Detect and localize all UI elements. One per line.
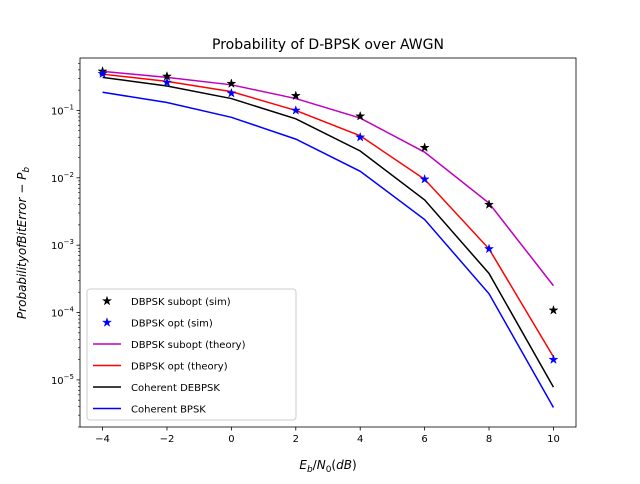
legend-frame	[86, 288, 297, 421]
legend-label: DBPSK subopt (theory)	[131, 340, 246, 351]
y-tick-label: 10−2	[51, 171, 74, 185]
series-dbpsk-opt-sim	[97, 68, 559, 365]
data-point-star	[355, 131, 366, 142]
series-dbpsk-subopt-sim	[97, 65, 559, 315]
data-point-star	[355, 110, 366, 121]
legend-star-swatch	[101, 317, 113, 327]
legend-label: DBPSK opt (sim)	[131, 319, 213, 330]
legend-item: DBPSK opt (sim)	[101, 317, 213, 330]
legend-label: Coherent DEBPSK	[131, 383, 220, 394]
legend-label: DBPSK subopt (sim)	[131, 297, 231, 308]
data-point-star	[290, 90, 301, 101]
x-tick-label: 2	[293, 434, 299, 445]
plot-area	[97, 65, 559, 408]
series-line	[102, 70, 555, 287]
legend-item: DBPSK subopt (sim)	[101, 295, 231, 308]
x-tick-label: 0	[228, 434, 234, 445]
data-point-star	[226, 78, 237, 89]
legend-item: DBPSK subopt (theory)	[93, 340, 246, 351]
plot-frame	[79, 57, 577, 428]
data-point-star	[226, 87, 237, 98]
x-tick-label: 4	[357, 434, 363, 445]
series-line	[102, 91, 555, 408]
legend-label: Coherent BPSK	[131, 405, 206, 416]
series-line	[102, 73, 555, 358]
series-coherent-debpsk	[102, 76, 555, 388]
x-tick-label: −2	[160, 434, 175, 445]
y-tick-label: 10−5	[51, 373, 74, 387]
legend-item: DBPSK opt (theory)	[93, 362, 228, 373]
x-tick-label: 8	[486, 434, 492, 445]
y-tick-label: 10−1	[51, 103, 74, 117]
legend-item: Coherent DEBPSK	[93, 383, 220, 394]
y-tick-label: 10−4	[51, 306, 75, 320]
legend: DBPSK subopt (sim) DBPSK opt (sim) DBPSK s…	[86, 288, 297, 421]
data-point-star	[97, 68, 108, 79]
series-coherent-bpsk	[102, 91, 555, 408]
data-point-star	[483, 199, 495, 209]
data-point-star	[419, 173, 430, 184]
x-axis-label: Eb/N0(dB)	[299, 458, 356, 475]
series-dbpsk-opt-theory	[102, 73, 555, 358]
legend-label: DBPSK opt (theory)	[131, 362, 228, 373]
y-tick-label: 10−3	[51, 238, 74, 252]
legend-star-swatch	[101, 295, 113, 306]
x-tick-label: 10	[547, 434, 560, 445]
axis-ticks: −4 −2 0 2 4 6 8 10 10−5 10−4 10−3 10−2 10−1	[51, 63, 560, 445]
legend-item: Coherent BPSK	[93, 405, 206, 416]
data-point-star	[483, 243, 495, 254]
x-tick-label: −4	[95, 434, 110, 445]
series-line	[102, 76, 555, 388]
data-point-star	[548, 304, 559, 315]
chart-title: Probability of D-BPSK over AWGN	[212, 37, 444, 53]
data-point-star	[161, 77, 173, 87]
series-dbpsk-subopt-theory	[102, 70, 555, 287]
data-point-star	[548, 354, 559, 365]
data-point-star	[290, 105, 301, 115]
data-point-star	[419, 142, 430, 153]
y-axis-label: ProbabilityofBitError − Pb	[15, 167, 32, 319]
x-tick-label: 6	[421, 434, 427, 445]
